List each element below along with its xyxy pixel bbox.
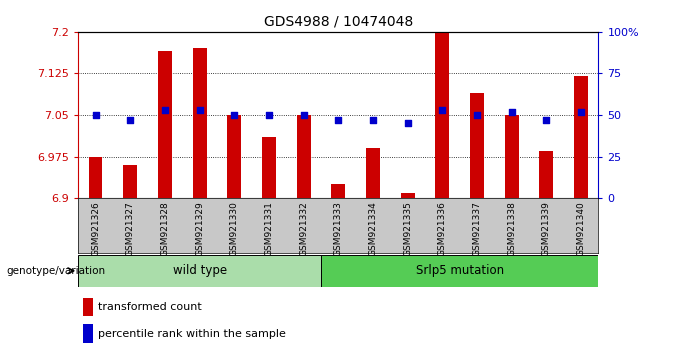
Bar [296,115,311,198]
Point [506,109,517,115]
Bar [366,148,380,198]
Bar [505,115,519,198]
Text: GSM921332: GSM921332 [299,201,308,256]
Text: GSM921340: GSM921340 [577,201,585,256]
Bar [78,255,321,287]
Text: GSM921330: GSM921330 [230,201,239,256]
Point [437,107,447,113]
Text: GSM921339: GSM921339 [542,201,551,256]
Bar [123,165,137,198]
Text: transformed count: transformed count [98,302,202,312]
Point [367,117,378,123]
Text: GSM921335: GSM921335 [403,201,412,256]
Text: percentile rank within the sample: percentile rank within the sample [98,329,286,339]
Bar [84,297,92,316]
Text: GSM921327: GSM921327 [126,201,135,256]
Bar [321,255,598,287]
Text: Srlp5 mutation: Srlp5 mutation [415,264,504,277]
Text: GSM921329: GSM921329 [195,201,204,256]
Point [471,112,482,118]
Point [194,107,205,113]
Bar [88,157,103,198]
Bar [192,48,207,198]
Text: GSM921337: GSM921337 [473,201,481,256]
Bar [227,115,241,198]
Point [159,107,170,113]
Point [575,109,586,115]
Bar [539,151,554,198]
Bar [470,93,484,198]
Text: GSM921326: GSM921326 [91,201,100,256]
Text: GSM921338: GSM921338 [507,201,516,256]
Bar [262,137,276,198]
Text: GSM921331: GSM921331 [265,201,273,256]
Text: GDS4988 / 10474048: GDS4988 / 10474048 [264,14,413,28]
Point [541,117,551,123]
Point [298,112,309,118]
Point [333,117,343,123]
Text: GSM921334: GSM921334 [369,201,377,256]
Text: GSM921333: GSM921333 [334,201,343,256]
Point [124,117,135,123]
Point [402,121,413,126]
Bar [331,184,345,198]
Bar [84,324,92,343]
Point [263,112,274,118]
Bar [401,193,415,198]
Bar [158,51,172,198]
Point [90,112,101,118]
Text: GSM921336: GSM921336 [438,201,447,256]
Text: wild type: wild type [173,264,226,277]
Bar [574,76,588,198]
Text: GSM921328: GSM921328 [160,201,169,256]
Text: genotype/variation: genotype/variation [7,266,106,276]
Bar [435,32,449,198]
Point [228,112,239,118]
